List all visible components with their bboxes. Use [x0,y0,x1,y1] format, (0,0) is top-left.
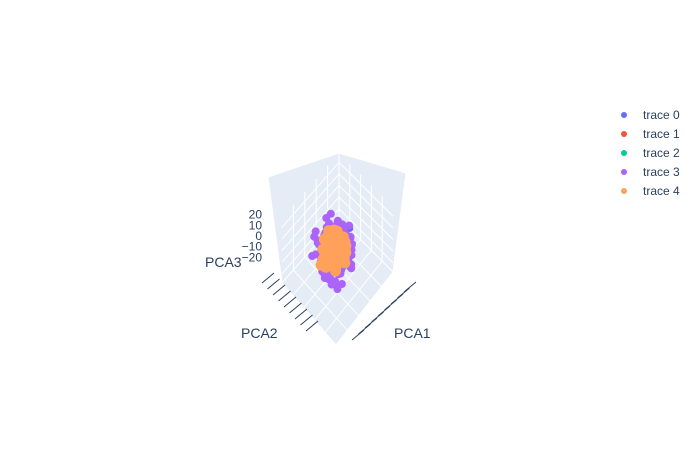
y-axis-title: PCA2 [241,325,278,341]
y-tick-labels [261,272,319,332]
legend-label: trace 4 [643,183,680,198]
y-tick-label [278,290,291,302]
gridline [293,269,348,331]
gridline [338,185,394,240]
y-tick-label [289,302,302,314]
legend-marker [621,168,627,175]
legend-item-trace-4[interactable]: trace 4 [615,181,680,200]
data-point [337,280,346,288]
legend-item-trace-0[interactable]: trace 0 [615,105,680,124]
legend-label: trace 2 [643,145,680,160]
gridline [338,173,394,229]
z-tick-label: 10 [249,218,263,232]
gridline [281,185,340,251]
legend-item-trace-1[interactable]: trace 1 [615,124,680,143]
data-points [308,209,356,294]
gridline [338,196,394,252]
z-tick-label: 0 [255,229,262,243]
data-point [345,221,354,230]
gridline [281,173,340,240]
data-point [310,232,319,241]
data-point [347,264,356,273]
legend-label: trace 1 [643,126,680,141]
y-tick-label [267,278,280,290]
y-tick-label [305,320,319,332]
data-point [329,231,341,243]
data-point [327,280,336,289]
gridline [281,161,340,228]
z-tick-label: −10 [242,240,263,254]
y-tick-label [283,296,297,308]
gridline [338,208,394,264]
data-point [323,250,335,262]
legend-marker [621,111,627,118]
data-point [332,250,343,262]
legend-item-trace-3[interactable]: trace 3 [615,162,680,181]
legend-item-trace-2[interactable]: trace 2 [615,143,680,162]
legend-label: trace 3 [643,164,680,179]
gridline [324,260,383,333]
gridline [281,196,340,263]
z-tick-label: −20 [242,250,263,264]
z-axis-title: PCA3 [205,254,242,270]
legend: trace 0 trace 1 trace 2 trace 3 trace 4 [615,105,680,200]
y-tick-label [294,308,308,320]
y-tick-label [272,284,286,296]
x-tick-labels [351,281,417,341]
data-point [318,233,330,245]
legend-marker [621,187,627,194]
gridline [338,161,394,217]
series-4 [315,224,352,277]
legend-label: trace 0 [643,107,680,122]
y-tick-label [300,314,313,326]
legend-marker [621,130,627,137]
data-point [311,250,320,259]
data-point [339,236,351,248]
y-tick-label [261,272,275,284]
legend-marker [621,149,627,156]
x-axis-title: PCA1 [394,325,431,341]
x-tick-label [403,281,417,293]
z-tick-label: 20 [249,208,263,222]
data-point [325,219,334,228]
